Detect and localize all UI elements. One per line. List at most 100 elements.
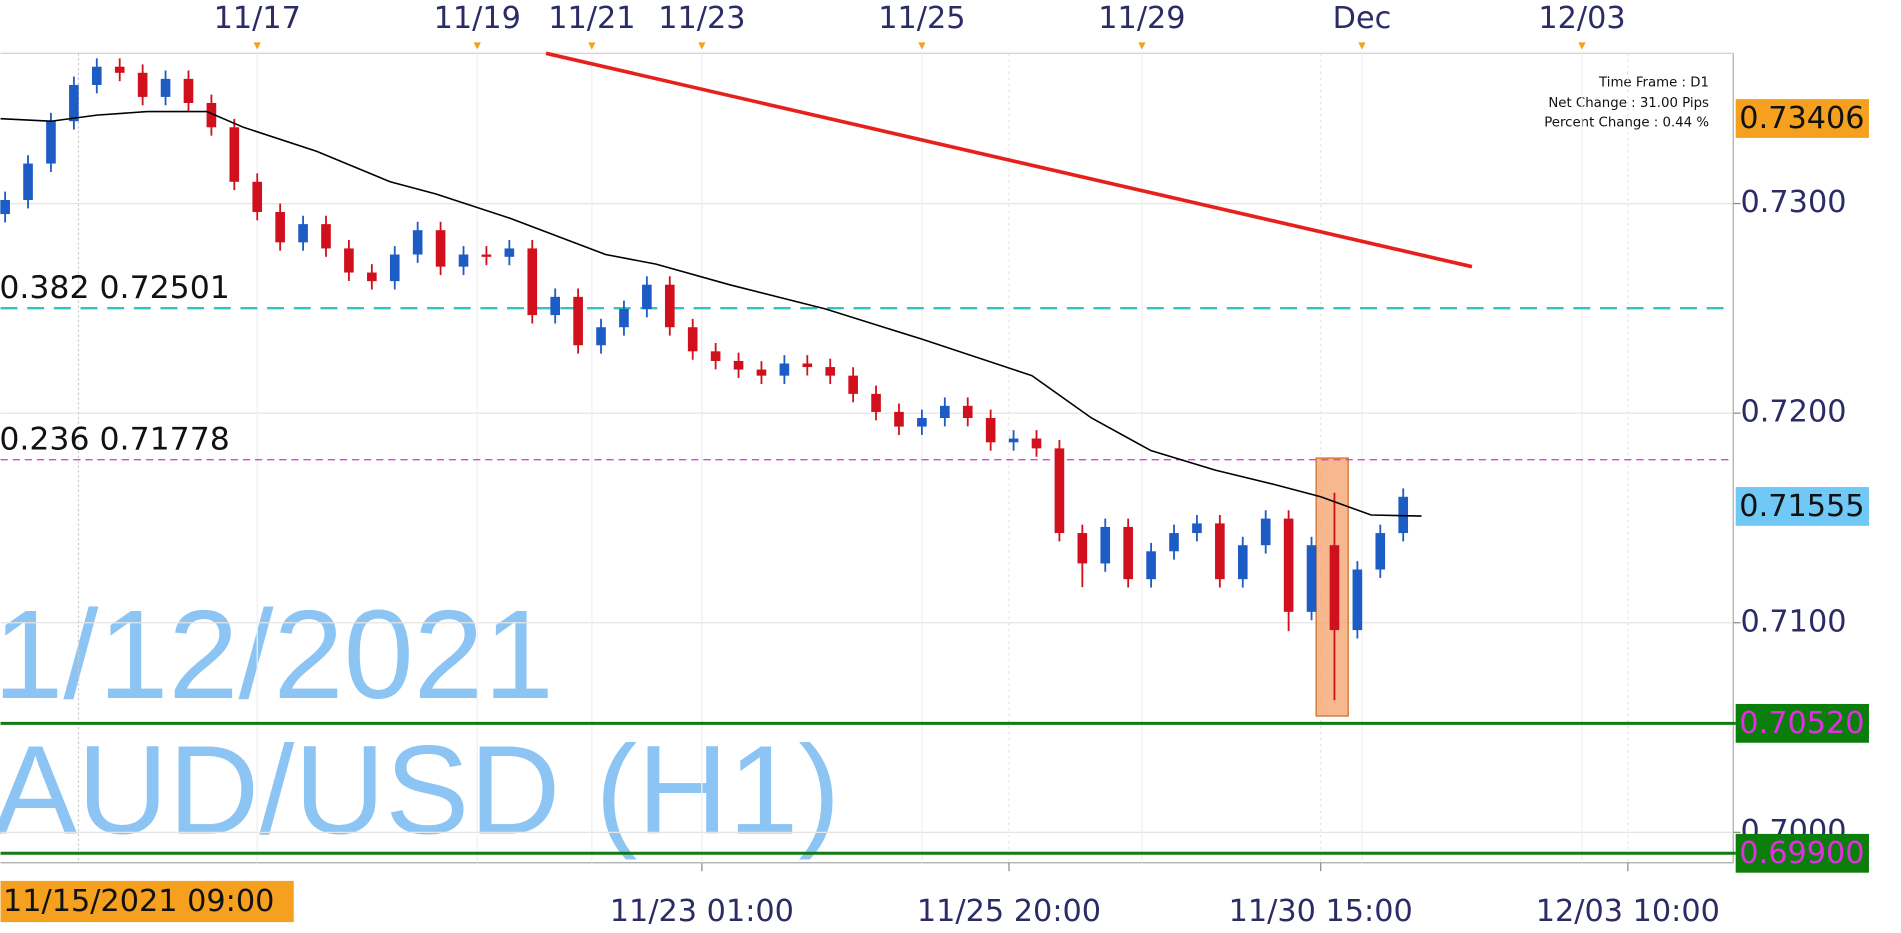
- top-tick: [1138, 42, 1146, 50]
- top-tick: [1358, 42, 1366, 50]
- candle-body: [1237, 545, 1248, 580]
- candle-body: [596, 327, 606, 346]
- top-tick-label: 12/03: [1538, 1, 1625, 36]
- fib-label: 0.236 0.71778: [0, 421, 230, 457]
- candle-body: [962, 405, 973, 418]
- candle-body: [917, 417, 927, 427]
- candle-body: [1329, 545, 1340, 631]
- moving-average-line: [0, 110, 1422, 517]
- candle-body: [367, 272, 377, 282]
- candle-body: [848, 375, 858, 394]
- price-marker-label: 0.71555: [1739, 489, 1864, 524]
- trend-line: [545, 51, 1473, 269]
- candle-body: [664, 284, 675, 328]
- candle-body: [298, 224, 308, 243]
- candle-body: [504, 248, 515, 257]
- candle-body: [114, 66, 125, 73]
- candle-body: [137, 72, 148, 97]
- candle-body: [69, 84, 79, 122]
- x-tick-label: 12/03 10:00: [1536, 894, 1720, 929]
- fib-ratio: 0.236: [0, 421, 90, 457]
- top-tick: [588, 42, 596, 50]
- price-marker-label: 0.70520: [1739, 706, 1864, 741]
- top-tick-label: 11/29: [1098, 1, 1185, 36]
- price-marker-label: 0.69900: [1739, 836, 1864, 871]
- candle-body: [1192, 523, 1202, 534]
- candle-body: [825, 367, 836, 376]
- top-tick-label: 11/25: [878, 1, 965, 36]
- cursor-label-bg: [0, 880, 294, 923]
- x-tick-label: 11/23 01:00: [610, 894, 794, 929]
- candle-body: [229, 127, 240, 182]
- candle-body: [642, 284, 652, 310]
- top-tick-label: Dec: [1333, 1, 1392, 36]
- candle-body: [871, 393, 881, 412]
- candle-body: [1260, 518, 1271, 546]
- candle-body: [206, 102, 217, 128]
- price-marker-bg: [1735, 703, 1869, 743]
- x-tick-label: 11/25 20:00: [917, 894, 1101, 929]
- x-tick-label: 11/30 15:00: [1229, 894, 1413, 929]
- candle-body: [779, 363, 790, 376]
- cursor-label: 11/15/2021 09:00: [3, 884, 274, 919]
- candle-body: [389, 254, 400, 282]
- fib-value: 0.72501: [100, 270, 230, 306]
- candle-body: [527, 248, 538, 316]
- price-marker-bg: [1735, 833, 1869, 873]
- candle-body: [894, 411, 904, 427]
- candle-body: [252, 181, 263, 212]
- candle-body: [412, 230, 423, 255]
- candle-body: [550, 296, 561, 316]
- candle-body: [183, 78, 194, 103]
- candle-body: [1100, 526, 1111, 564]
- candle-body: [275, 211, 285, 243]
- candle-body: [985, 417, 996, 443]
- candle-body: [1352, 569, 1363, 631]
- candle-body: [1306, 545, 1317, 612]
- candle-body: [46, 121, 56, 164]
- candle-body: [1283, 518, 1294, 612]
- candle-body: [756, 369, 767, 376]
- price-marker-bg: [1735, 99, 1869, 138]
- candle-body: [23, 163, 33, 201]
- candle-body: [1123, 526, 1133, 580]
- candle-body: [91, 66, 102, 85]
- candle-body: [1008, 438, 1019, 443]
- info-line: Time Frame : D1: [1598, 75, 1709, 90]
- top-tick-label: 11/23: [658, 1, 745, 36]
- info-line: Percent Change : 0.44 %: [1544, 115, 1709, 130]
- top-tick: [473, 42, 481, 50]
- price-marker-bg: [1735, 487, 1869, 526]
- candle-body: [1375, 533, 1386, 570]
- top-tick-label: 11/17: [214, 1, 301, 36]
- candle-body: [1031, 438, 1042, 449]
- fib-label: 0.382 0.72501: [0, 270, 230, 306]
- top-tick-label: 11/19: [434, 1, 521, 36]
- watermark: 1/12/2021 AUD/USD (H1): [0, 584, 840, 861]
- candle-body: [619, 309, 629, 328]
- candle-body: [1169, 533, 1179, 552]
- top-tick: [1578, 42, 1586, 50]
- candle-body: [0, 200, 10, 215]
- y-tick-label: 0.7100: [1741, 604, 1847, 639]
- candle-body: [573, 296, 583, 346]
- y-tick-label: 0.7300: [1741, 185, 1847, 220]
- top-tick: [698, 42, 706, 50]
- candle-body: [940, 405, 950, 418]
- watermark-symbol: AUD/USD (H1): [0, 720, 840, 861]
- candle-body: [160, 78, 171, 97]
- fib-value: 0.71778: [100, 421, 230, 457]
- candle-body: [458, 254, 469, 267]
- watermark-date: 1/12/2021: [0, 584, 554, 725]
- candle-body: [1054, 448, 1065, 534]
- info-box: Time Frame : D1 Net Change : 31.00 Pips …: [1544, 75, 1709, 130]
- fib-ratio: 0.382: [0, 270, 90, 306]
- candle-body: [435, 230, 446, 267]
- candle-body: [802, 363, 813, 368]
- candle-body: [687, 327, 698, 352]
- info-line: Net Change : 31.00 Pips: [1548, 96, 1709, 111]
- candle-body: [710, 351, 721, 361]
- candle-body: [344, 248, 354, 273]
